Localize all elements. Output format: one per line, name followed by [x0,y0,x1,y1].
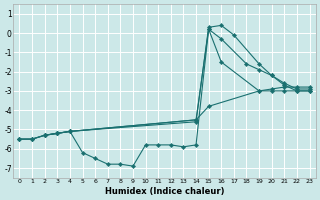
X-axis label: Humidex (Indice chaleur): Humidex (Indice chaleur) [105,187,224,196]
